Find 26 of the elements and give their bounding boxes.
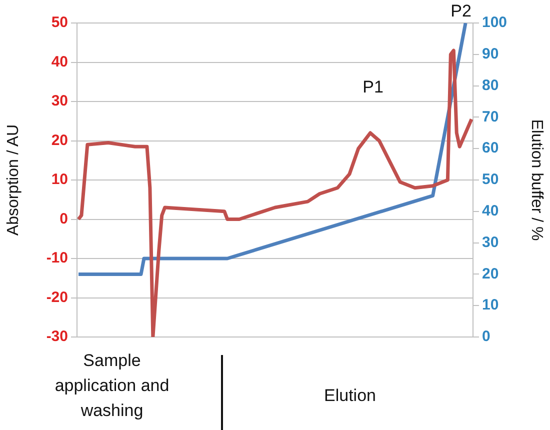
y2-tick-label: 50 — [482, 171, 499, 188]
y-axis-title: Absorption / AU — [5, 124, 22, 236]
y-tick-label: 40 — [51, 53, 68, 70]
text: Elution — [323, 385, 377, 407]
y2-tick-label: 60 — [482, 140, 499, 157]
y2-tick-label: 10 — [482, 296, 499, 314]
y2-tick-label: 40 — [482, 202, 499, 220]
y2-tick-label: 100 — [482, 14, 508, 32]
annotation: P1 — [362, 78, 384, 97]
y2-tick-label: 70 — [482, 108, 499, 126]
y2-tick-label: 30 — [482, 234, 499, 251]
y-tick-label: 30 — [51, 92, 68, 110]
y2-tick-label: 0 — [482, 328, 490, 346]
y2-tick-label: 20 — [482, 265, 499, 282]
text: Sample application and washing — [54, 350, 170, 422]
y-tick-label: 0 — [60, 210, 68, 228]
text: P2 — [450, 2, 472, 21]
y2-axis-title: Elution buffer / % — [528, 119, 545, 241]
y-tick-label: 10 — [51, 171, 68, 188]
y-tick-label: -30 — [46, 328, 68, 346]
y2-tick-label: 90 — [482, 46, 499, 63]
y-tick-label: 20 — [51, 132, 68, 149]
y-tick-label: 50 — [51, 14, 68, 32]
y-tick-label: -10 — [46, 250, 68, 267]
y-tick-label: -20 — [46, 288, 68, 306]
y2-tick-label: 80 — [482, 76, 499, 94]
